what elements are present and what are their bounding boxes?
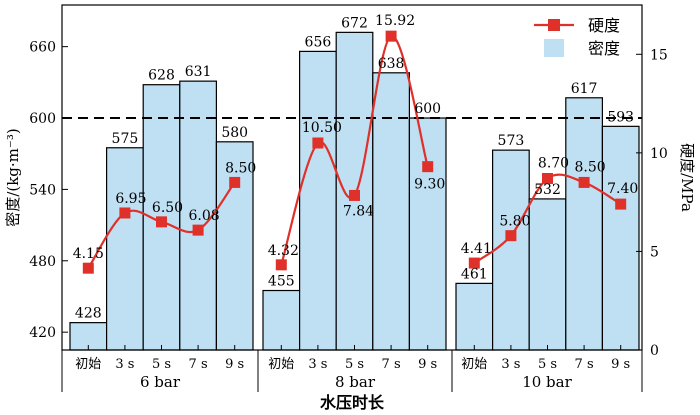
density-label: 580: [221, 125, 248, 141]
hardness-marker: [312, 137, 324, 149]
legend-density-swatch: [544, 39, 564, 57]
density-bar: [105, 147, 144, 351]
legend-hardness-marker: [548, 19, 560, 31]
legend-density-label: 密度: [588, 39, 620, 58]
density-bar: [262, 289, 301, 351]
hardness-label: 4.32: [268, 243, 299, 259]
x-tick-label: 3 s: [308, 357, 327, 372]
density-label: 617: [571, 81, 598, 97]
density-bar: [455, 282, 494, 351]
hardness-marker: [578, 176, 590, 188]
axes: 420 480 540 600 660 0 5 10 15 初始 3 s 5 s 7 s 9 s 6 bar…: [29, 40, 668, 392]
hardness-label: 4.41: [461, 241, 492, 257]
density-label: 573: [498, 133, 525, 149]
density-label: 638: [378, 56, 405, 72]
density-bar: [408, 117, 447, 351]
density-label: 656: [305, 34, 332, 50]
plot-frame: [61, 4, 643, 351]
left-axis-title: 密度/(kg·m⁻³): [4, 128, 22, 226]
group-label: 8 bar: [335, 373, 376, 391]
right-tick-label: 5: [650, 244, 659, 260]
density-bar: [299, 50, 337, 351]
hardness-marker: [422, 161, 434, 173]
hardness-label: 6.95: [115, 191, 146, 207]
x-tick-label: 7 s: [382, 357, 401, 372]
hardness-marker: [192, 224, 204, 236]
x-tick-label: 5 s: [152, 357, 171, 372]
right-tick-label: 10: [650, 146, 668, 162]
right-tick-label: 0: [650, 343, 659, 359]
density-bar: [528, 198, 567, 351]
hardness-marker: [275, 259, 287, 271]
data-labels: 428 575 628 631 580 455 656 672 638 600 461 573 532 6…: [73, 13, 639, 321]
density-label: 461: [461, 266, 488, 282]
hardness-marker: [349, 189, 360, 201]
density-label: 575: [112, 131, 139, 147]
x-tick-label: 初始: [75, 357, 101, 372]
hardness-label: 8.50: [225, 160, 256, 176]
hardness-label: 6.50: [152, 200, 183, 216]
density-bar: [335, 31, 374, 351]
left-tick-label: 480: [29, 254, 56, 270]
density-bars: [69, 31, 640, 351]
hardness-marker: [119, 207, 131, 219]
hardness-label: 9.30: [414, 177, 445, 193]
density-label: 631: [185, 64, 212, 80]
hardness-marker: [505, 230, 517, 242]
x-tick-label: 9 s: [611, 357, 630, 372]
group-label: 10 bar: [522, 373, 572, 391]
hardness-label: 8.50: [575, 159, 606, 175]
x-tick-label: 9 s: [225, 357, 244, 372]
right-axis-title: 硬度/MPa: [678, 143, 696, 212]
left-tick-label: 660: [29, 40, 56, 56]
left-tick-label: 420: [29, 325, 56, 341]
density-label: 628: [148, 68, 175, 84]
hardness-label: 4.15: [73, 246, 104, 262]
x-tick-label: 3 s: [501, 357, 520, 372]
x-tick-label: 5 s: [345, 357, 364, 372]
density-label: 672: [341, 15, 368, 31]
group-label: 6 bar: [140, 373, 181, 391]
density-bar: [565, 97, 603, 351]
hardness-label: 8.70: [538, 155, 569, 171]
x-tick-label: 5 s: [538, 357, 557, 372]
density-bar: [601, 125, 640, 351]
hardness-marker: [615, 198, 627, 210]
left-tick-label: 540: [29, 182, 56, 198]
hardness-series: [82, 30, 627, 274]
hardness-label: 6.08: [189, 208, 220, 224]
x-tick-label: 初始: [461, 357, 487, 372]
x-tick-label: 9 s: [418, 357, 437, 372]
density-bar: [492, 149, 530, 351]
legend-hardness-label: 硬度: [588, 16, 620, 35]
right-tick-label: 15: [650, 47, 668, 63]
density-label: 532: [534, 182, 561, 198]
hardness-marker: [229, 176, 241, 188]
x-tick-label: 7 s: [575, 357, 594, 372]
hardness-label: 10.50: [302, 120, 342, 136]
x-tick-label: 7 s: [189, 357, 208, 372]
x-axis-title: 水压时长: [320, 393, 385, 412]
left-tick-label: 600: [29, 111, 56, 127]
density-label: 428: [75, 306, 102, 322]
hardness-label: 7.84: [343, 203, 374, 219]
hardness-label: 5.80: [499, 214, 530, 230]
hardness-marker: [385, 30, 397, 42]
hardness-label: 15.92: [375, 13, 415, 29]
density-label: 593: [607, 109, 634, 125]
hardness-label: 7.40: [607, 181, 638, 197]
density-bar: [372, 72, 410, 351]
density-label: 455: [268, 274, 295, 290]
density-label: 600: [414, 101, 441, 117]
hardness-marker: [156, 216, 167, 228]
x-tick-label: 初始: [268, 357, 294, 372]
hardness-marker: [542, 172, 553, 184]
hardness-marker: [82, 262, 94, 274]
hardness-marker: [468, 257, 480, 269]
x-tick-label: 3 s: [115, 357, 134, 372]
